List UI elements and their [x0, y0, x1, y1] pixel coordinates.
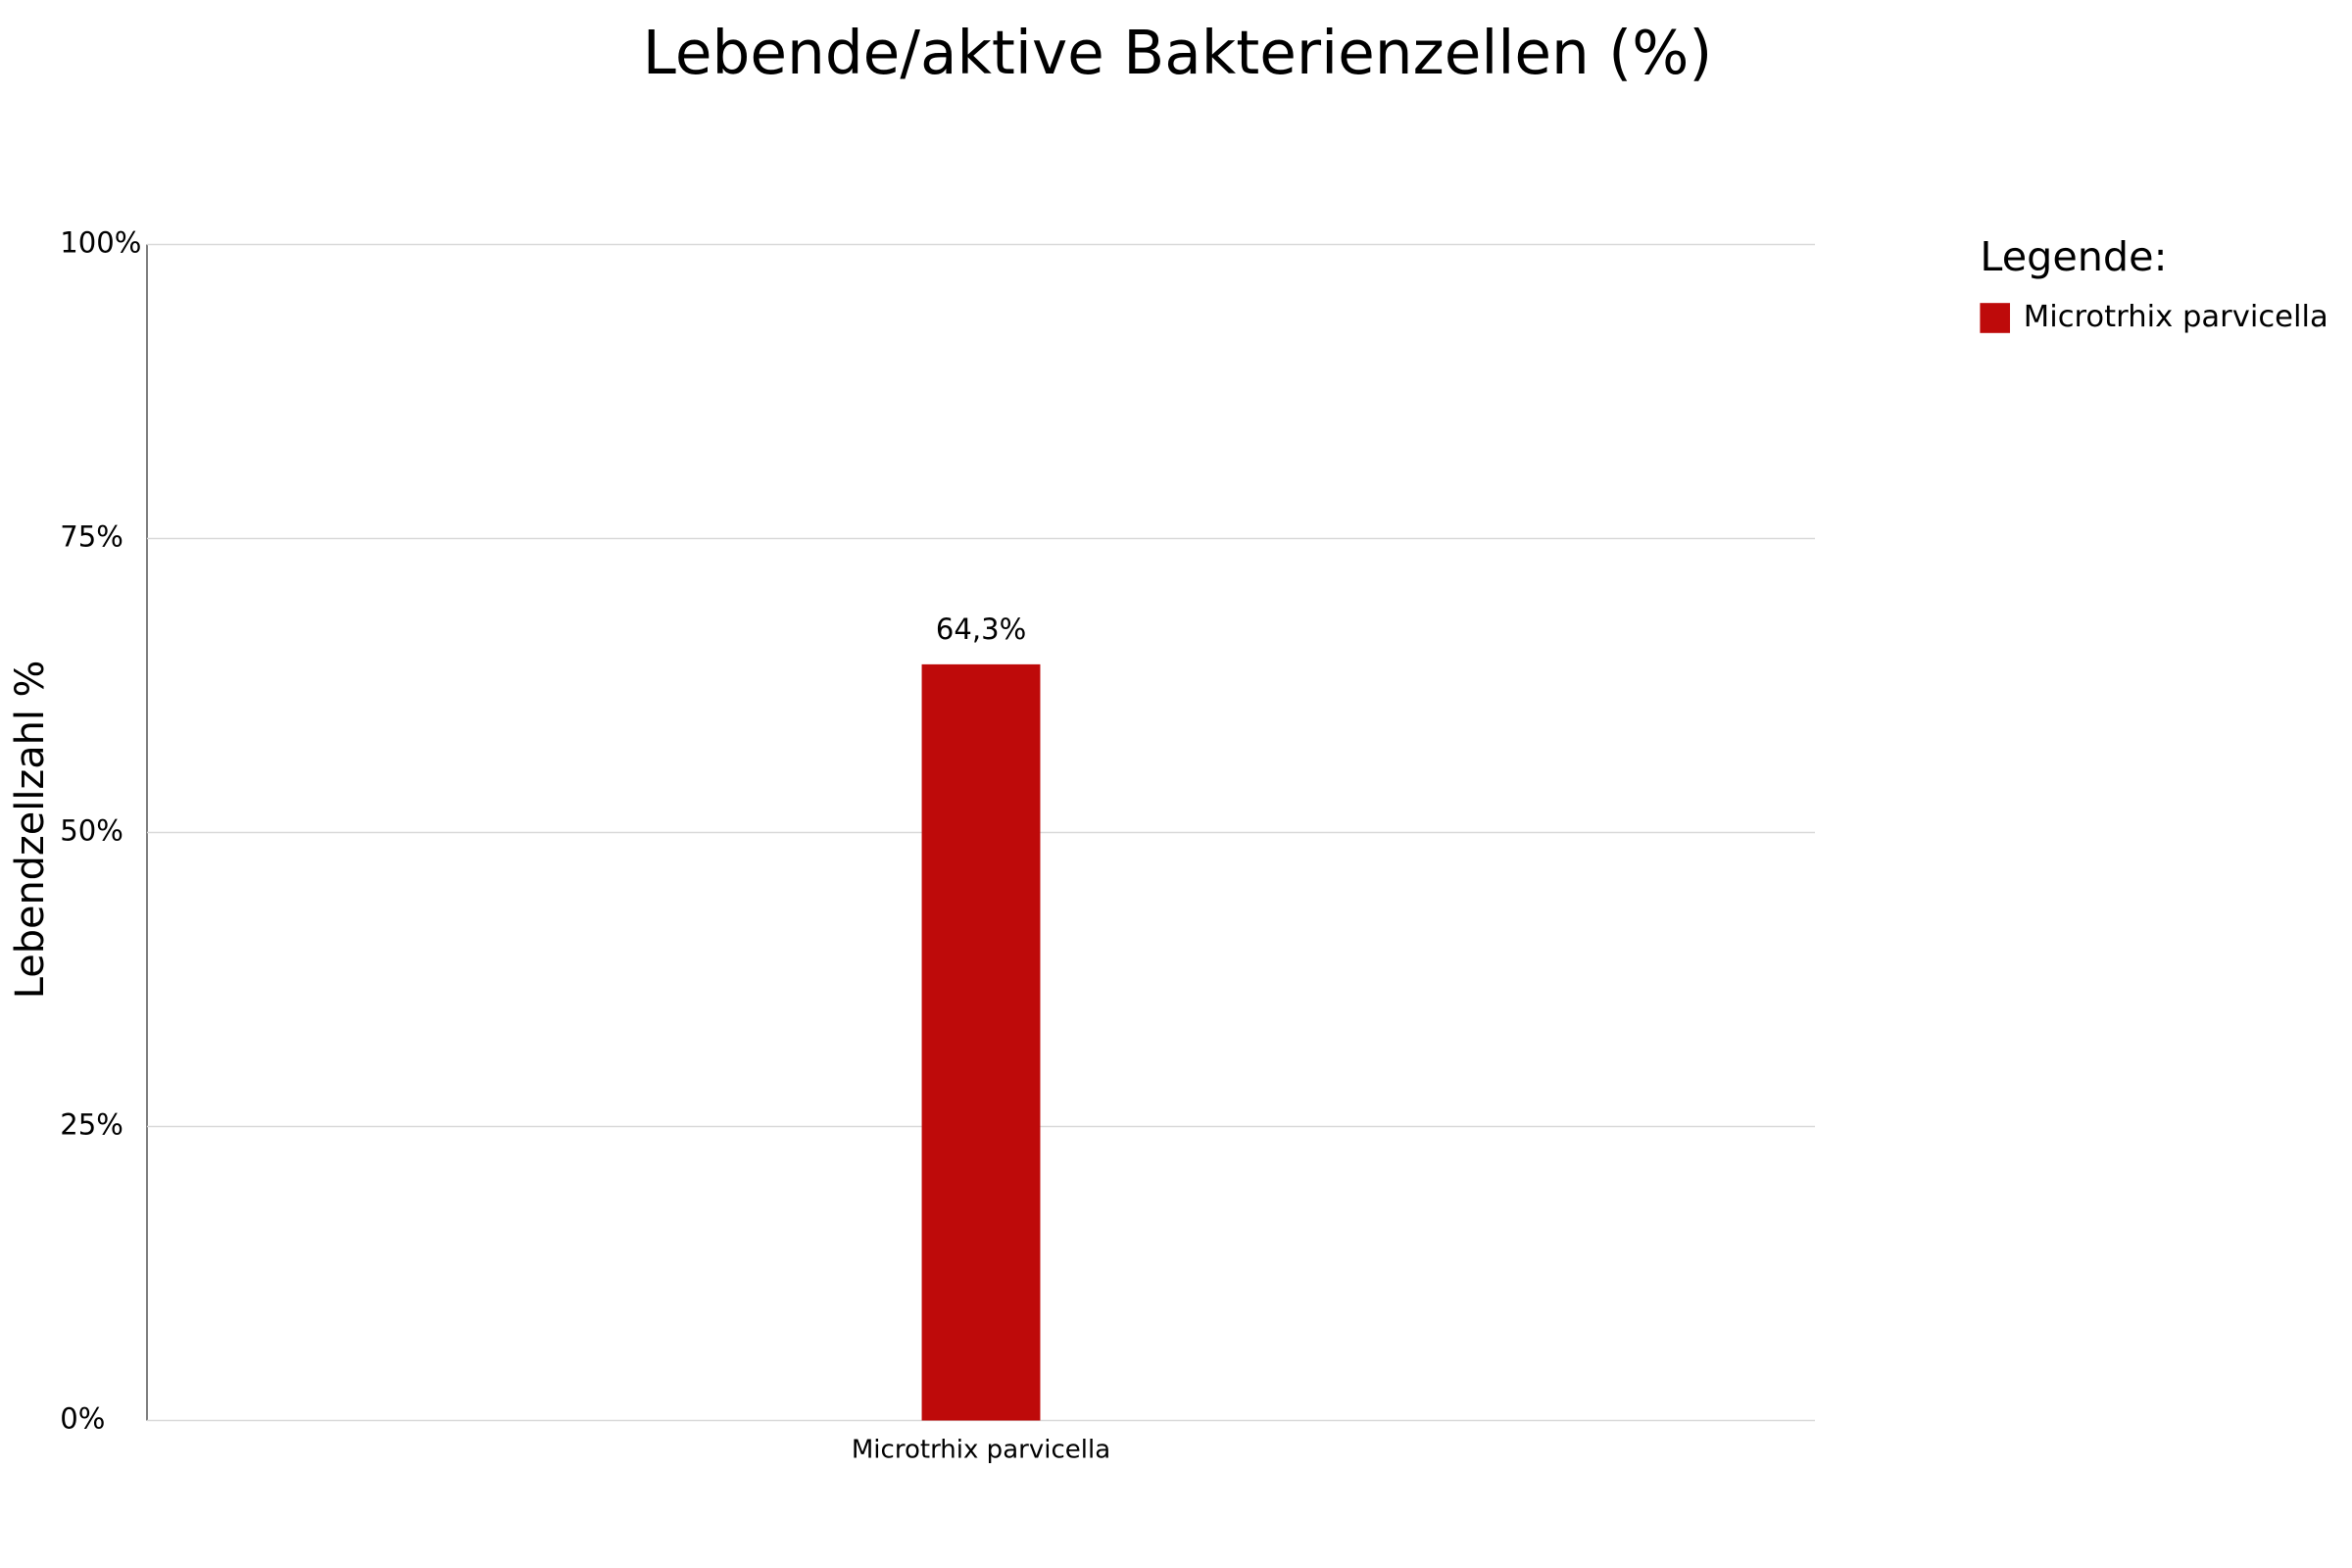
bar	[921, 663, 1041, 1421]
y-tick-label: 100%	[60, 225, 141, 259]
legend-title: Legende:	[1980, 233, 2167, 280]
chart-title: Lebende/aktive Bakterienzellen (%)	[643, 19, 1712, 88]
y-tick-label: 25%	[60, 1107, 123, 1141]
legend-label: Microtrhix parvicella	[2024, 300, 2328, 334]
y-tick-label: 50%	[60, 813, 123, 847]
y-tick-label: 0%	[60, 1401, 105, 1435]
legend-swatch	[1980, 303, 2011, 333]
y-axis-label: Lebendzellzahl %	[8, 661, 53, 1000]
x-tick-label: Microtrhix parvicella	[852, 1436, 1110, 1465]
y-tick-label: 75%	[60, 519, 123, 553]
value-label: 64,3%	[936, 612, 1026, 646]
